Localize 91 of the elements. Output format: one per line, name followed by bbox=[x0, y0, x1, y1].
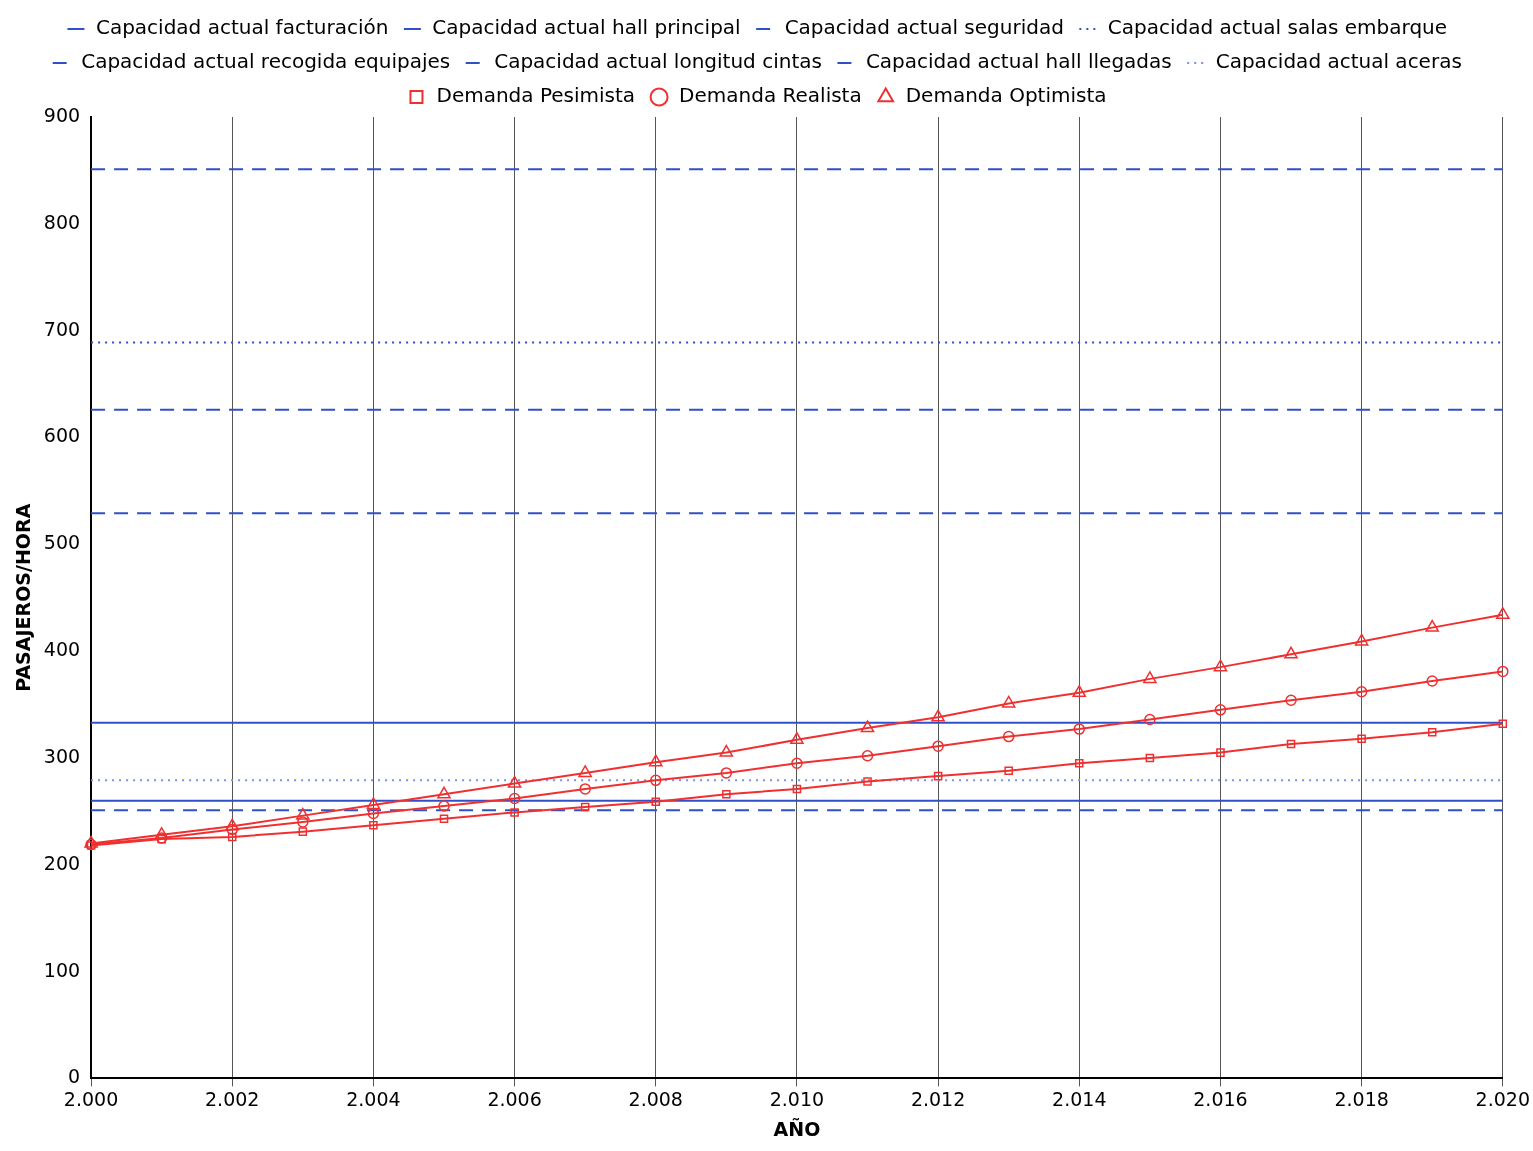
legend-label: Demanda Pesimista bbox=[436, 83, 636, 108]
point bbox=[369, 820, 378, 830]
y-tick-label: 800 bbox=[43, 210, 81, 233]
x-tick-label: 2.006 bbox=[487, 1087, 542, 1110]
y-tick-label: 0 bbox=[67, 1065, 81, 1088]
x-tick-label: 2.008 bbox=[628, 1087, 683, 1110]
point bbox=[1425, 619, 1440, 632]
y-tick-label: 400 bbox=[43, 638, 81, 661]
x-tick-label: 2.004 bbox=[346, 1087, 401, 1110]
point bbox=[1073, 723, 1086, 735]
point bbox=[719, 744, 734, 757]
point bbox=[1495, 607, 1510, 620]
legend-label: Demanda Realista bbox=[679, 83, 862, 108]
point bbox=[861, 750, 874, 762]
point bbox=[507, 775, 522, 788]
point bbox=[1002, 730, 1015, 743]
point bbox=[225, 818, 240, 831]
y-tick-label: 500 bbox=[43, 531, 81, 554]
point bbox=[1497, 665, 1509, 678]
point bbox=[1001, 695, 1016, 708]
point bbox=[580, 802, 590, 812]
point bbox=[650, 774, 662, 787]
point bbox=[1214, 704, 1227, 716]
point bbox=[1143, 671, 1157, 684]
point bbox=[860, 720, 875, 733]
legend-label: Capacidad actual hall principal bbox=[432, 15, 741, 40]
point bbox=[367, 807, 380, 820]
point bbox=[508, 792, 521, 805]
point bbox=[1427, 728, 1437, 737]
point bbox=[579, 783, 591, 795]
legend-label: Capacidad actual salas embarque bbox=[1107, 15, 1448, 40]
point bbox=[296, 807, 310, 820]
y-tick-label: 300 bbox=[43, 744, 81, 767]
x-tick-label: 2.016 bbox=[1193, 1087, 1248, 1110]
x-axis-title: AÑO bbox=[773, 1116, 821, 1140]
point bbox=[931, 709, 945, 722]
point bbox=[1426, 675, 1438, 687]
point bbox=[298, 827, 308, 836]
x-tick-label: 2.002 bbox=[205, 1087, 260, 1110]
point bbox=[648, 754, 663, 767]
point bbox=[933, 771, 943, 781]
legend-label: Capacidad actual seguridad bbox=[784, 15, 1064, 40]
point bbox=[1355, 685, 1368, 698]
point bbox=[578, 765, 592, 778]
point bbox=[722, 789, 731, 799]
legend-label: Capacidad actual aceras bbox=[1215, 49, 1462, 74]
point bbox=[1213, 659, 1228, 672]
y-tick-label: 700 bbox=[43, 317, 81, 340]
x-tick-label: 2.000 bbox=[63, 1087, 119, 1110]
point bbox=[366, 797, 381, 810]
point bbox=[1144, 713, 1156, 726]
point bbox=[226, 823, 238, 836]
point bbox=[1004, 766, 1013, 776]
y-tick-label: 900 bbox=[43, 103, 81, 126]
legend-label: Capacidad actual recogida equipajes bbox=[81, 49, 451, 74]
y-tick-label: 200 bbox=[43, 851, 81, 874]
point bbox=[1145, 753, 1155, 763]
y-axis-title: PASAJEROS/HORA bbox=[12, 503, 35, 692]
legend-label: Capacidad actual hall llegadas bbox=[865, 49, 1172, 74]
legend-label: Capacidad actual longitud cintas bbox=[494, 49, 822, 74]
x-tick-label: 2.012 bbox=[910, 1087, 966, 1110]
point bbox=[790, 732, 804, 745]
point bbox=[932, 740, 944, 752]
y-tick-label: 100 bbox=[43, 958, 81, 981]
point bbox=[791, 757, 803, 770]
point bbox=[1354, 633, 1369, 646]
point bbox=[1285, 694, 1297, 706]
point bbox=[863, 777, 872, 786]
x-tick-label: 2.018 bbox=[1334, 1087, 1389, 1110]
point bbox=[227, 832, 237, 842]
point bbox=[792, 784, 802, 794]
point bbox=[1284, 646, 1298, 659]
point bbox=[1072, 685, 1087, 698]
point bbox=[510, 808, 519, 817]
point bbox=[1216, 748, 1225, 757]
x-tick-label: 2.014 bbox=[1052, 1087, 1107, 1110]
x-tick-label: 2.020 bbox=[1475, 1087, 1531, 1110]
point bbox=[439, 814, 449, 824]
point bbox=[297, 816, 309, 828]
point bbox=[438, 800, 450, 812]
point bbox=[720, 767, 733, 779]
legend-label: Capacidad actual facturación bbox=[95, 15, 389, 40]
point bbox=[1498, 719, 1508, 729]
legend-label: Demanda Optimista bbox=[905, 83, 1107, 108]
x-tick-label: 2.010 bbox=[769, 1087, 825, 1110]
point bbox=[651, 797, 661, 807]
point bbox=[1075, 758, 1084, 768]
point bbox=[437, 786, 451, 799]
point bbox=[1286, 739, 1296, 749]
point bbox=[1357, 734, 1366, 743]
y-tick-label: 600 bbox=[43, 424, 81, 447]
